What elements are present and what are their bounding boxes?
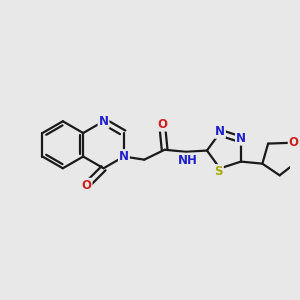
Text: N: N xyxy=(98,115,109,128)
Text: O: O xyxy=(289,136,299,149)
Text: N: N xyxy=(215,125,225,138)
Text: O: O xyxy=(82,179,92,192)
Text: NH: NH xyxy=(177,154,197,167)
Text: N: N xyxy=(236,132,246,145)
Text: O: O xyxy=(158,118,168,130)
Text: S: S xyxy=(214,165,223,178)
Text: N: N xyxy=(119,150,129,163)
